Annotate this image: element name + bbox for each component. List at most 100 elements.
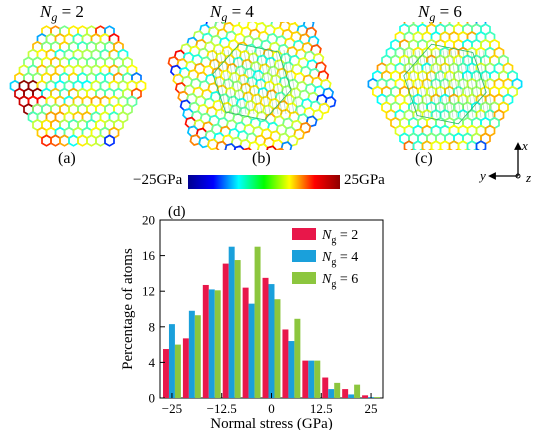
lattice-hexagon — [233, 145, 245, 150]
lattice-hexagon — [475, 140, 487, 150]
grain-overlay — [403, 43, 487, 125]
z-axis-origin — [515, 173, 521, 179]
lattice-hexagon — [466, 140, 478, 150]
bar-series-2 — [348, 394, 355, 398]
panel-c-title-sub: g — [429, 10, 436, 24]
grain-hatch — [466, 50, 478, 118]
colorbar-min-label: −25GPa — [133, 172, 183, 188]
panel-b-title-main: N — [210, 2, 222, 21]
legend-entry-2: Ng = 4 — [321, 250, 358, 268]
lattice-hexagon — [104, 134, 115, 147]
grain-hatch — [287, 49, 299, 115]
bar-series-3 — [254, 246, 261, 398]
y-axis-label: y — [478, 168, 486, 183]
grain-hatch — [235, 49, 247, 115]
grain-hatch — [450, 50, 462, 118]
bar-series-2 — [168, 324, 175, 398]
legend-swatch-2 — [292, 250, 316, 262]
panel-a-label: (a) — [58, 150, 76, 167]
bar-series-1 — [162, 349, 169, 398]
grain-hatch — [231, 49, 243, 115]
grain-hatch — [275, 49, 287, 115]
bar-series-1 — [182, 338, 189, 398]
grain-hatch — [470, 50, 482, 118]
grain-hatch — [243, 49, 255, 115]
bar-series-3 — [214, 290, 221, 398]
grain-hatch — [239, 49, 251, 115]
bar-series-1 — [262, 277, 269, 398]
panel-b-title: Ng = 4 — [210, 2, 254, 25]
lattice-hexagon — [448, 140, 460, 150]
grain-hatch — [219, 49, 231, 115]
bar-series-3 — [334, 382, 341, 398]
legend-swatch-1 — [292, 228, 316, 240]
grain-hatch — [259, 49, 271, 115]
x-tick-label: 25 — [365, 401, 378, 416]
bar-series-3 — [274, 299, 281, 398]
bar-series-1 — [302, 360, 309, 398]
lattice-hexagon — [86, 134, 97, 147]
bar-series-2 — [228, 246, 235, 398]
bar-series-3 — [174, 344, 181, 398]
stress-histogram: (d) 0 4 8 12 16 20 −25 −12.5 0 12.5 25 Normal stres… — [120, 204, 384, 430]
lattice-hexagon — [41, 134, 52, 147]
grain-hatch — [247, 49, 259, 115]
grain-hatch — [462, 50, 474, 118]
lattice-hexagon — [266, 145, 278, 150]
panel-a-title-sub: g — [51, 10, 58, 24]
bar-series-3 — [314, 360, 321, 398]
x-tick-label: 12.5 — [310, 401, 333, 416]
x-tick-label: −12.5 — [207, 401, 237, 416]
grain-hatch — [283, 49, 295, 115]
bar-series-3 — [354, 384, 361, 398]
panel-c-title-value: = 6 — [435, 2, 462, 21]
panel-b-title-value: = 4 — [227, 2, 254, 21]
panel-d-label: (d) — [168, 204, 186, 220]
panel-c-title-main: N — [418, 2, 430, 21]
legend-swatch-3 — [292, 272, 316, 284]
panel-c-title: Ng = 6 — [418, 2, 462, 25]
y-tick-label: 16 — [142, 248, 156, 263]
panel-a-title: Ng = 2 — [40, 2, 84, 25]
colorbar-max-label: 25GPa — [344, 172, 385, 188]
lattice-hexagon — [280, 141, 293, 150]
grain-hatch — [215, 49, 227, 115]
y-axis-title: Percentage of atoms — [120, 248, 136, 370]
lattice-hexagon — [275, 147, 285, 150]
grain-hatch — [418, 50, 430, 118]
lattice-hexagon — [243, 147, 252, 150]
grain-hatch — [438, 50, 450, 118]
stress-map-ng4 — [167, 22, 337, 150]
y-tick-label: 12 — [142, 284, 155, 299]
grain-hatch — [406, 50, 418, 118]
y-tick-label: 20 — [142, 213, 155, 228]
x-tick-label: 0 — [268, 401, 275, 416]
grain-hatch — [267, 49, 279, 115]
lattice-hexagon — [59, 134, 70, 147]
x-axis-label: x — [521, 140, 528, 153]
stress-map-ng2 — [9, 25, 147, 147]
bar-series-1 — [282, 329, 289, 398]
lattice-hexagon — [224, 142, 237, 150]
bar-series-3 — [234, 260, 241, 398]
grain-hatch — [430, 50, 442, 118]
grain-hatch — [410, 50, 422, 118]
grain-hatch — [223, 49, 235, 115]
bar-series-3 — [374, 397, 381, 398]
grain-hatch — [454, 50, 466, 118]
y-tick-label: 4 — [149, 355, 156, 370]
lattice-hexagon — [439, 140, 451, 150]
bar-series-1 — [362, 395, 369, 398]
y-tick-label: 8 — [149, 319, 156, 334]
lattice-hexagon — [430, 140, 442, 150]
bar-series-1 — [342, 389, 349, 398]
bar-series-1 — [202, 284, 209, 398]
lattice-hexagon — [421, 140, 433, 150]
grain-hatch — [422, 50, 434, 118]
y-tick-label: 0 — [149, 391, 156, 406]
bar-series-2 — [308, 360, 315, 398]
grain-hatch — [279, 49, 291, 115]
coordinate-axes: x y z — [478, 140, 531, 185]
bar-series-2 — [328, 389, 335, 398]
legend-entry-3: Ng = 6 — [321, 272, 358, 290]
